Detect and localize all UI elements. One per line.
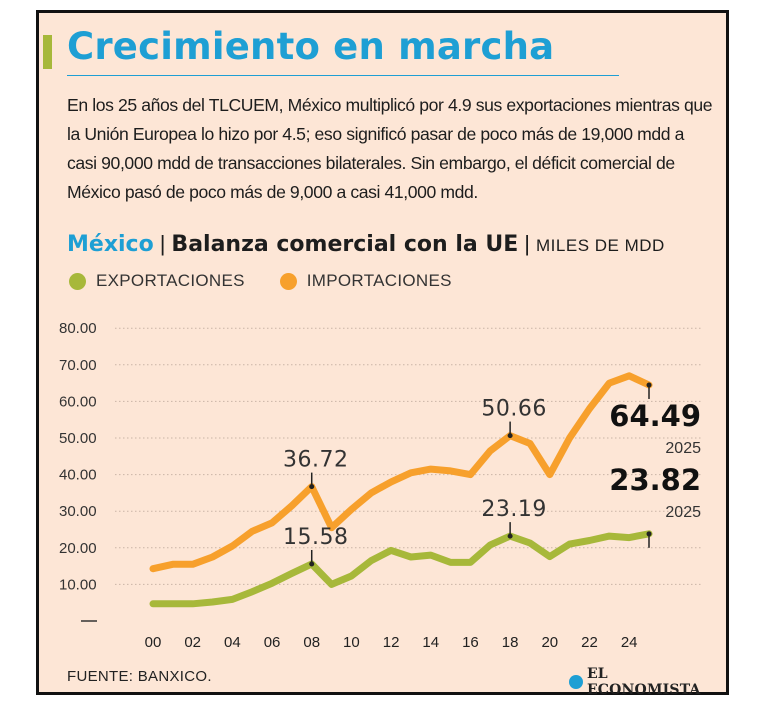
x-tick-label: 04 bbox=[224, 634, 241, 651]
legend-item-exportaciones: EXPORTACIONES bbox=[69, 271, 245, 291]
y-tick-label: 30.00 bbox=[59, 503, 97, 520]
title-accent-bar bbox=[43, 35, 52, 69]
data-label: 50.66 bbox=[481, 397, 546, 422]
data-label-year: 2025 bbox=[665, 440, 701, 457]
legend-item-importaciones: IMPORTACIONES bbox=[279, 271, 452, 291]
page-title: Crecimiento en marcha bbox=[67, 25, 555, 68]
el-economista-logo-icon bbox=[569, 675, 583, 689]
subtitle-separator: | bbox=[159, 231, 166, 256]
legend-label-importaciones: IMPORTACIONES bbox=[306, 271, 452, 290]
x-tick-label: 06 bbox=[264, 634, 281, 651]
series-line-exportaciones bbox=[149, 530, 653, 608]
chart-units: MILES DE MDD bbox=[536, 236, 665, 255]
y-tick-label: 60.00 bbox=[59, 393, 97, 410]
x-tick-label: 22 bbox=[581, 634, 598, 651]
y-tick-label: 50.00 bbox=[59, 430, 97, 447]
intro-paragraph: En los 25 años del TLCUEM, México multip… bbox=[67, 95, 713, 202]
y-tick-label: 20.00 bbox=[59, 540, 97, 557]
y-tick-label: 80.00 bbox=[59, 320, 97, 337]
data-label-year: 2025 bbox=[665, 504, 701, 521]
y-tick-label: 40.00 bbox=[59, 467, 97, 484]
y-tick-label: 70.00 bbox=[59, 357, 97, 374]
x-tick-label: 20 bbox=[541, 634, 558, 651]
series-line-importaciones bbox=[149, 372, 653, 573]
x-tick-label: 00 bbox=[145, 634, 162, 651]
title-underline bbox=[67, 75, 619, 76]
line-chart: 10.00 20.00 30.00 40.00 50.00 60.00 70.00 80.00… bbox=[59, 320, 703, 651]
subtitle-separator: | bbox=[524, 231, 531, 256]
legend-label-exportaciones: EXPORTACIONES bbox=[96, 271, 245, 290]
x-tick-label: 14 bbox=[422, 634, 439, 651]
data-label: 23.19 bbox=[481, 497, 546, 522]
chart-title: Balanza comercial con la UE bbox=[171, 232, 519, 257]
data-label: 36.72 bbox=[283, 448, 348, 473]
x-tick-label: 24 bbox=[621, 634, 638, 651]
x-tick-label: 18 bbox=[502, 634, 519, 651]
x-tick-label: 12 bbox=[383, 634, 400, 651]
x-tick-label: 02 bbox=[184, 634, 201, 651]
infographic-card: Crecimiento en marcha En los 25 años del… bbox=[36, 10, 729, 698]
data-label-final: 64.49 bbox=[609, 399, 701, 433]
data-label-final: 23.82 bbox=[609, 463, 701, 497]
legend-dot-exportaciones bbox=[69, 272, 86, 290]
brand: EL ECONOMISTA bbox=[569, 666, 726, 698]
brand-name: EL ECONOMISTA bbox=[586, 666, 701, 698]
chart-country: México bbox=[67, 232, 154, 257]
y-tick-label: 10.00 bbox=[59, 576, 97, 593]
source-note: FUENTE: BANXICO. bbox=[67, 668, 212, 685]
x-tick-label: 10 bbox=[343, 634, 360, 651]
legend-dot-importaciones bbox=[279, 272, 297, 290]
x-tick-label: 16 bbox=[462, 634, 479, 651]
chart-legend: EXPORTACIONES IMPORTACIONES bbox=[69, 271, 482, 295]
chart-subtitle: México | Balanza comercial con la UE | MILES… bbox=[67, 231, 665, 257]
data-label: 15.58 bbox=[283, 525, 348, 550]
x-tick-label: 08 bbox=[303, 634, 320, 651]
